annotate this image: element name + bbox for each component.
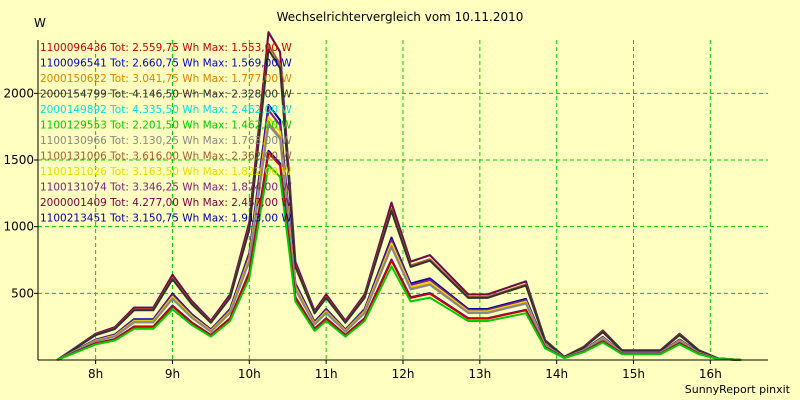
chart-title: Wechselrichtervergleich vom 10.11.2010 (276, 10, 524, 24)
x-tick-label: 12h (392, 367, 415, 381)
x-tick-label: 8h (88, 367, 103, 381)
legend-entry: 1100096436 Tot: 2.559,75 Wh Max: 1.553,0… (40, 42, 292, 54)
axis-layer: 8h 9h 10h 11h 12h 13h 14h 15h 16h 500 1000 1500 2000 (3, 40, 768, 381)
legend-entry: 2000001409 Tot: 4.277,00 Wh Max: 2.457,0… (40, 197, 292, 209)
legend-layer: 1100096436 Tot: 2.559,75 Wh Max: 1.553,0… (40, 42, 292, 225)
x-tick-label: 10h (238, 367, 261, 381)
y-tick-label: 1000 (3, 220, 34, 234)
legend-entry: 1100131006 Tot: 3.616,00 Wh Max: 2.362,0… (40, 151, 292, 163)
legend-entry: 1100213451 Tot: 3.150,75 Wh Max: 1.913,0… (40, 213, 292, 225)
series-layer (56, 30, 742, 361)
x-tick-label: 13h (468, 367, 491, 381)
legend-entry: 1100096541 Tot: 2.660,75 Wh Max: 1.569,0… (40, 58, 292, 70)
legend-entry: 2000154799 Tot: 4.146,50 Wh Max: 2.328,0… (40, 89, 292, 101)
series-line (56, 48, 742, 361)
footer-credit: SunnyReport pinxit (684, 383, 790, 396)
legend-entry: 1100130966 Tot: 3.130,25 Wh Max: 1.763,0… (40, 135, 292, 147)
legend-entry: 2000149892 Tot: 4.335,50 Wh Max: 2.462,0… (40, 104, 292, 116)
y-tick-label: 1500 (3, 153, 34, 167)
y-tick-label: 2000 (3, 86, 34, 100)
y-axis-unit-label: W (34, 16, 46, 30)
y-tick-label: 500 (11, 286, 34, 300)
x-tick-label: 9h (165, 367, 180, 381)
x-tick-label: 14h (545, 367, 568, 381)
legend-entry: 2000150622 Tot: 3.041,75 Wh Max: 1.777,0… (40, 73, 292, 85)
x-tick-label: 11h (315, 367, 338, 381)
series-line (56, 164, 742, 361)
legend-entry: 1100131074 Tot: 3.346,25 Wh Max: 1.874,0… (40, 182, 292, 194)
x-tick-label: 16h (699, 367, 722, 381)
x-tick-label: 15h (622, 367, 645, 381)
legend-entry: 1100129553 Tot: 2.201,50 Wh Max: 1.462,0… (40, 120, 292, 132)
legend-entry: 1100131026 Tot: 3.163,50 Wh Max: 1.822,0… (40, 166, 292, 178)
